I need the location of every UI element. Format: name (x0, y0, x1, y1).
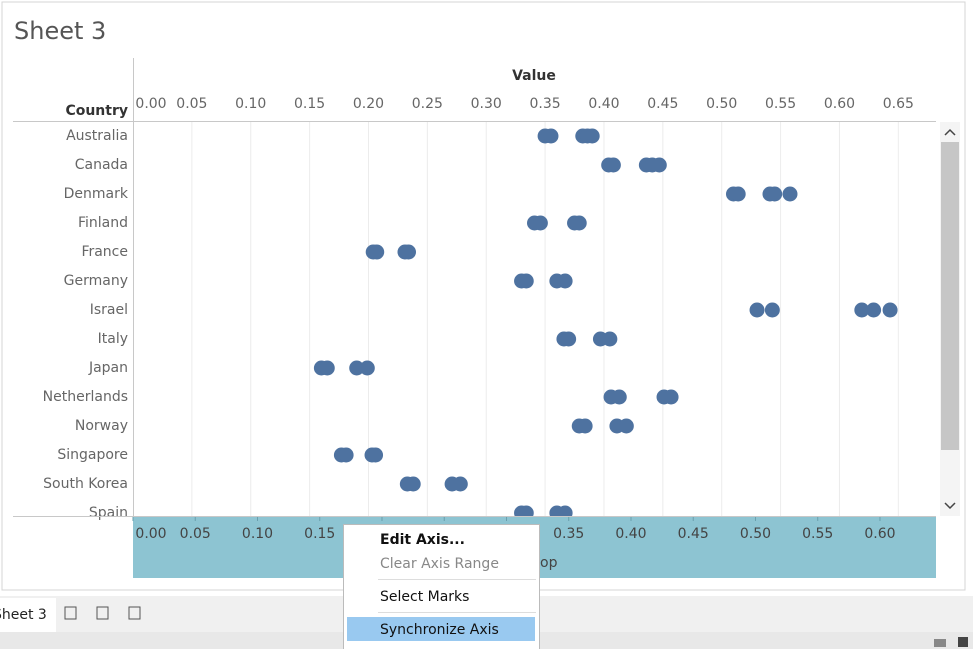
y-tick-label: Italy (98, 331, 128, 347)
y-tick-label: France (81, 244, 128, 260)
dot (338, 447, 354, 463)
dot (405, 476, 421, 492)
x2-tick-label: 0.15 (304, 526, 335, 542)
x2-tick-label: 0.55 (802, 526, 833, 542)
dot (543, 128, 559, 144)
y-tick-label: Singapore (57, 447, 128, 463)
scroll-down[interactable] (944, 502, 956, 510)
plot: 0.00 0.05 0.10 0.15 0.20 0.25 0.30 0.35 0.40 0.45… (43, 96, 914, 521)
sheet-frame (1, 1, 966, 591)
view-icon[interactable] (934, 639, 946, 647)
new-story-icon[interactable] (128, 606, 141, 620)
y-tick-label: Spain (89, 505, 128, 521)
dot (369, 244, 385, 260)
context-menu: Edit Axis... Clear Axis Range Select Mar… (343, 524, 540, 649)
y-tick-label: Australia (66, 128, 128, 144)
dot (651, 157, 667, 173)
x-tick-label: 0.25 (412, 96, 443, 112)
dot (764, 302, 780, 318)
y-axis-title: Country (65, 103, 128, 119)
dot (452, 476, 468, 492)
dot (866, 302, 882, 318)
scroll-thumb[interactable] (941, 142, 959, 450)
x-tick-label: 0.15 (294, 96, 325, 112)
dot (618, 418, 634, 434)
x2-tick-label: 0.10 (242, 526, 273, 542)
dot (730, 186, 746, 202)
menu-item[interactable]: Select Marks (380, 589, 469, 605)
x2-tick-label: 0.35 (553, 526, 584, 542)
x-tick-label: 0.20 (353, 96, 384, 112)
y-tick-label: Finland (78, 215, 128, 231)
y-tick-label: Norway (75, 418, 128, 434)
dot (401, 244, 417, 260)
x2-tick-label: 0.45 (678, 526, 709, 542)
x2-axis-title: op (540, 555, 558, 571)
dot (584, 128, 600, 144)
sheet-title: Sheet 3 (14, 17, 106, 45)
active-tab[interactable] (0, 598, 56, 632)
tab-label[interactable]: Sheet 3 (0, 607, 47, 623)
dot (605, 157, 621, 173)
dot (518, 273, 534, 289)
x-tick-label: 0.50 (706, 96, 737, 112)
new-sheet-icon[interactable] (64, 606, 77, 620)
x-tick-label: 0.55 (765, 96, 796, 112)
dot (611, 389, 627, 405)
y-tick-label: Denmark (64, 186, 129, 202)
dot (561, 331, 577, 347)
new-dashboard-icon[interactable] (96, 606, 109, 620)
y-tick-label: Canada (75, 157, 128, 173)
x-tick-label: 0.00 (135, 96, 166, 112)
menu-highlight (347, 617, 535, 641)
x2-tick-label: 0.40 (615, 526, 646, 542)
x-tick-label: 0.35 (530, 96, 561, 112)
dot (663, 389, 679, 405)
x-axis-title: Value (512, 68, 556, 84)
x2-tick-label: 0.05 (180, 526, 211, 542)
y-tick-label: Netherlands (43, 389, 128, 405)
dot (359, 360, 375, 376)
x-tick-label: 0.40 (588, 96, 619, 112)
x2-tick-label: 0.00 (135, 526, 166, 542)
x2-tick-label: 0.50 (740, 526, 771, 542)
x-tick-label: 0.45 (647, 96, 678, 112)
x-tick-label: 0.60 (824, 96, 855, 112)
y-tick-label: South Korea (43, 476, 128, 492)
dot (571, 215, 587, 231)
menu-item[interactable]: Edit Axis... (380, 532, 465, 548)
dot (349, 360, 365, 376)
tab-icons (64, 606, 141, 620)
y-tick-label: Japan (88, 360, 128, 376)
x2-tick-label: 0.60 (864, 526, 895, 542)
menu-item: Clear Axis Range (380, 556, 499, 572)
dot (854, 302, 870, 318)
x-tick-label: 0.65 (883, 96, 914, 112)
dot (767, 186, 783, 202)
x-tick-label: 0.05 (176, 96, 207, 112)
dot (577, 418, 593, 434)
dot (782, 186, 798, 202)
view-icon[interactable] (958, 637, 968, 647)
dot (602, 331, 618, 347)
dot (532, 215, 548, 231)
dot (557, 273, 573, 289)
x-tick-label: 0.30 (471, 96, 502, 112)
dot (749, 302, 765, 318)
menu-item[interactable]: Synchronize Axis (380, 622, 499, 638)
scroll-up[interactable] (944, 128, 956, 136)
y-tick-label: Israel (90, 302, 128, 318)
dot (319, 360, 335, 376)
y-tick-label: Germany (64, 273, 128, 289)
x-tick-label: 0.10 (235, 96, 266, 112)
dot (368, 447, 384, 463)
dot (882, 302, 898, 318)
